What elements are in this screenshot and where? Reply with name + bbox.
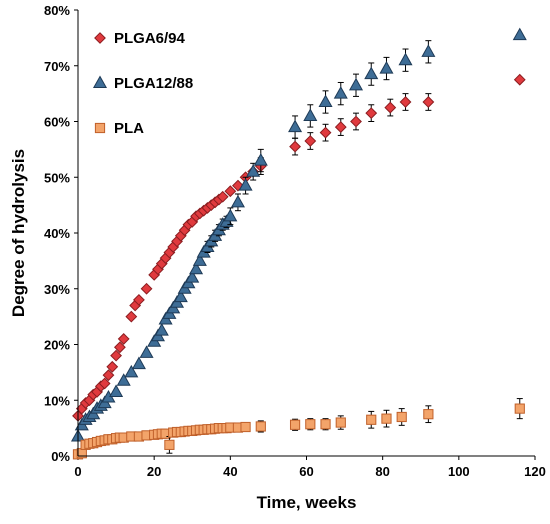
y-tick-label: 50% <box>44 170 70 185</box>
x-tick-label: 40 <box>223 464 237 479</box>
data-point <box>319 126 332 139</box>
data-point <box>154 323 169 336</box>
data-point <box>421 44 436 57</box>
data-point <box>335 417 346 428</box>
data-point <box>398 52 413 66</box>
y-tick-label: 70% <box>44 59 70 74</box>
data-point <box>348 77 364 91</box>
data-point <box>381 413 392 424</box>
data-point <box>318 94 333 108</box>
data-point <box>116 373 131 386</box>
data-point <box>224 185 237 198</box>
data-point <box>512 27 527 41</box>
data-point <box>364 66 379 80</box>
data-point <box>117 333 130 345</box>
data-point <box>303 108 318 121</box>
data-point <box>109 384 124 397</box>
data-point <box>288 119 303 133</box>
x-tick-label: 0 <box>74 464 81 479</box>
data-point <box>131 356 146 370</box>
data-point <box>304 135 317 147</box>
y-axis-ticks: 0% 10% 20% 30% 40% 50% 60% 70% 80% <box>44 3 78 464</box>
data-point <box>514 403 525 414</box>
data-point <box>423 409 434 420</box>
data-point <box>255 421 266 432</box>
data-point <box>113 341 126 354</box>
data-point <box>320 419 331 430</box>
data-point <box>98 377 111 390</box>
x-axis-title: Time, weeks <box>257 493 357 512</box>
data-point <box>110 349 122 362</box>
series-square <box>72 398 525 460</box>
data-point <box>253 153 268 166</box>
data-point <box>216 190 229 203</box>
legend-item: PLA <box>94 120 144 137</box>
data-point <box>334 121 347 133</box>
data-point <box>223 208 238 222</box>
plot-area <box>70 27 527 460</box>
data-point <box>246 164 261 177</box>
legend-marker <box>94 122 106 134</box>
data-point <box>139 345 154 358</box>
data-point <box>125 310 138 323</box>
data-point <box>189 261 204 275</box>
legend: PLGA6/94 PLGA12/88 PLA <box>92 30 193 137</box>
data-point <box>365 107 378 120</box>
data-point <box>366 414 377 425</box>
data-point <box>238 178 253 191</box>
x-axis-ticks: 0 20 40 60 80 100 120 <box>74 456 546 479</box>
data-point <box>133 293 145 306</box>
data-point <box>289 419 301 430</box>
y-tick-label: 0% <box>51 449 70 464</box>
data-point <box>350 115 362 128</box>
data-point <box>289 140 301 153</box>
y-tick-label: 80% <box>44 3 70 18</box>
legend-marker <box>94 32 106 44</box>
legend-label: PLGA12/88 <box>114 75 193 92</box>
data-point <box>384 101 397 114</box>
data-point <box>240 421 251 433</box>
x-tick-label: 20 <box>147 464 161 479</box>
data-point <box>305 419 316 430</box>
x-tick-label: 120 <box>524 464 546 479</box>
legend-item: PLGA6/94 <box>94 30 186 47</box>
data-point <box>399 96 412 108</box>
data-point <box>106 360 119 373</box>
legend-label: PLGA6/94 <box>114 30 186 47</box>
data-point <box>422 96 435 108</box>
y-axis-title: Degree of hydrolysis <box>9 149 28 317</box>
data-point <box>513 73 526 86</box>
y-tick-label: 60% <box>44 115 70 130</box>
data-point <box>333 86 348 99</box>
data-point <box>173 289 188 303</box>
y-tick-label: 20% <box>44 338 70 353</box>
y-tick-label: 10% <box>44 393 70 408</box>
data-point <box>185 270 200 283</box>
data-point <box>140 282 153 295</box>
data-point <box>102 369 115 382</box>
x-tick-label: 100 <box>448 464 470 479</box>
legend-item: PLGA12/88 <box>92 75 193 92</box>
data-point <box>164 439 175 450</box>
y-tick-label: 40% <box>44 226 70 241</box>
legend-label: PLA <box>114 120 144 137</box>
data-point <box>230 194 245 208</box>
data-point <box>379 61 394 74</box>
x-tick-label: 60 <box>299 464 313 479</box>
legend-marker <box>92 75 108 89</box>
data-point <box>396 411 407 423</box>
data-point <box>124 364 139 378</box>
x-tick-label: 80 <box>375 464 389 479</box>
y-tick-label: 30% <box>44 282 70 297</box>
data-point <box>192 253 207 266</box>
